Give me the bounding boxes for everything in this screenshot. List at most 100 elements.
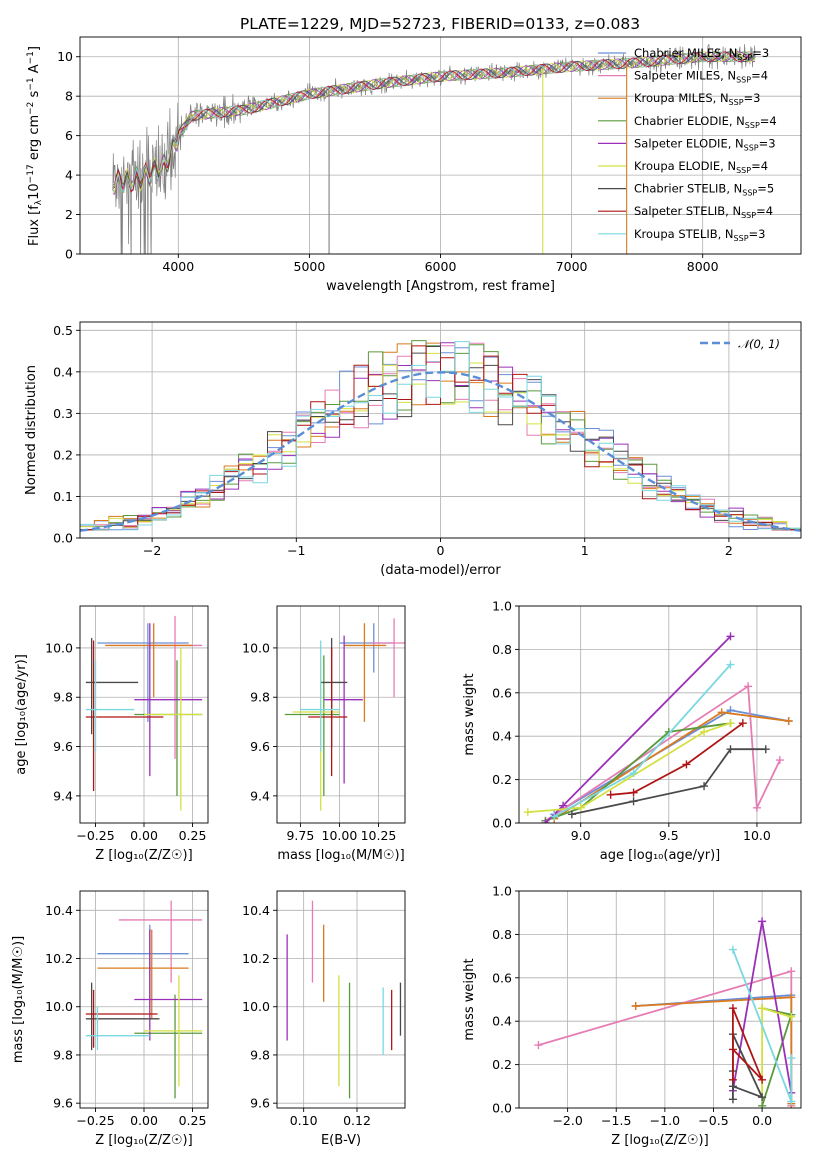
model-spectrum-line	[112, 51, 756, 195]
axes-frame	[518, 890, 802, 1109]
data-point-marker	[550, 812, 559, 821]
x-tick-label: 6000	[425, 259, 457, 274]
legend-count: =3	[752, 46, 769, 60]
y-axis-label-part: erg cm	[27, 115, 42, 164]
x-tick-label: 8000	[687, 259, 719, 274]
y-tick-label: 10.0	[242, 999, 270, 1014]
x-tick-label: −1	[287, 543, 305, 558]
series-line	[544, 684, 781, 822]
legend-subscript: SSP	[736, 166, 751, 175]
data-point-marker	[682, 760, 691, 769]
y-tick-label: 0.2	[492, 772, 512, 787]
y-tick-label: 0.8	[492, 927, 512, 942]
legend-subscript: SSP	[745, 121, 760, 130]
plot-area	[286, 900, 402, 1099]
y-tick-label: 0.2	[492, 1057, 512, 1072]
data-point-marker	[717, 708, 726, 717]
y-tick-label: 10	[57, 49, 73, 64]
x-axis-label: wavelength [Angstrom, rest frame]	[326, 279, 555, 294]
y-tick-label: 9.6	[53, 1096, 73, 1111]
legend-label: Chabrier MILES, NSSP=3	[634, 46, 769, 62]
y-tick-label: 9.8	[53, 690, 73, 705]
x-tick-label: 5000	[294, 259, 326, 274]
legend-count: =3	[749, 227, 766, 241]
x-tick-label: 10.25	[361, 828, 397, 843]
y-axis-label: Normed distribution	[24, 365, 39, 495]
y-tick-label: 0.0	[53, 531, 73, 546]
data-point-marker	[738, 719, 747, 728]
x-tick-label: 0.00	[130, 828, 158, 843]
data-point-marker	[728, 1095, 737, 1104]
data-point-marker	[606, 790, 615, 799]
y-tick-label: 1.0	[492, 884, 512, 899]
legend-label: Kroupa MILES, NSSP=3	[634, 91, 760, 107]
legend-count: =4	[751, 69, 768, 83]
y-axis-label-part: −1	[26, 77, 36, 90]
y-axis-label-part: ]	[27, 46, 42, 51]
data-point-marker	[787, 1097, 796, 1106]
x-tick-label: 0.25	[179, 828, 207, 843]
legend-text: Kroupa ELODIE, N	[634, 159, 736, 173]
panel-mass_vs_ebv: 0.10 0.12 9.6 9.8 10.0 10.2 10.4 E(B-V)	[242, 890, 406, 1148]
x-axis-label: Z [log₁₀(Z/Z☉)]	[95, 848, 192, 863]
x-axis-label: Z [log₁₀(Z/Z☉)]	[95, 1133, 192, 1148]
data-point-marker	[576, 803, 585, 812]
data-point-marker	[629, 797, 638, 806]
legend-count: =3	[759, 136, 776, 150]
y-tick-label: 9.4	[250, 788, 270, 803]
data-point-marker	[752, 803, 761, 812]
y-tick-label: 8	[65, 89, 73, 104]
legend-text: Salpeter MILES, N	[634, 69, 736, 83]
legend-text: Kroupa MILES, N	[634, 91, 729, 105]
data-point-marker	[728, 1004, 737, 1013]
legend-label: Salpeter MILES, NSSP=4	[634, 69, 768, 85]
y-axis-label: Flux [fλ10−17 erg cm−2 s−1 A−1]	[26, 46, 44, 246]
y-axis-label-part: λ	[34, 199, 44, 205]
legend-count: =4	[760, 114, 777, 128]
y-tick-label: 0.4	[53, 364, 73, 379]
series-line	[545, 722, 731, 822]
axes-frame	[79, 321, 802, 539]
y-tick-label: 1.0	[492, 599, 512, 614]
x-tick-label: −0.5	[698, 1113, 728, 1128]
y-tick-label: 10.0	[242, 640, 270, 655]
y-tick-label: 9.6	[250, 1096, 270, 1111]
x-tick-label: 0	[437, 543, 445, 558]
data-point-marker	[761, 745, 770, 754]
y-tick-label: 0.8	[492, 642, 512, 657]
axes-frame	[79, 36, 802, 255]
x-tick-label: −2	[143, 543, 161, 558]
y-tick-label: 10.4	[45, 903, 73, 918]
y-tick-label: 10.0	[45, 640, 73, 655]
data-point-marker	[726, 719, 735, 728]
x-tick-label: 10.00	[322, 828, 358, 843]
data-point-marker	[758, 1075, 767, 1084]
x-tick-label: 0.0	[752, 1113, 772, 1128]
x-tick-label: 0.00	[130, 1113, 158, 1128]
legend-text: Chabrier STELIB, N	[634, 182, 742, 196]
y-tick-label: 0.1	[53, 489, 73, 504]
legend-subscript: SSP	[742, 189, 757, 198]
data-point-marker	[700, 727, 709, 736]
y-tick-label: 0.3	[53, 406, 73, 421]
legend-text: Chabrier ELODIE, N	[634, 114, 745, 128]
legend-count: =3	[744, 91, 761, 105]
panel-residuals: −2 −1 0 1 2 0.0 0.1 0.2 0.3 0.4 0.5 (data-model)/er…	[24, 321, 802, 578]
panel-mass_vs_Z: −0.25 0.00 0.25 9.6 9.8 10.0 10.2 10.4 Z [log₁₀(…	[11, 890, 209, 1148]
axes-frame	[518, 605, 802, 824]
y-tick-label: 0.4	[492, 729, 512, 744]
x-tick-label: 9.5	[659, 828, 679, 843]
x-tick-label: 9.0	[571, 828, 591, 843]
y-tick-label: 9.6	[53, 739, 73, 754]
plot-area	[284, 618, 405, 811]
y-tick-label: 0	[65, 247, 73, 262]
legend-count: =4	[756, 204, 773, 218]
series-line	[610, 722, 744, 796]
x-axis-label: (data-model)/error	[380, 563, 501, 578]
panel-massweight_vs_Z: −2.0 −1.5 −1.0 −0.5 0.0 0.0 0.2 0.4 0.6 0.8 1.0 Z […	[462, 884, 802, 1148]
data-point-marker	[726, 745, 735, 754]
panel-massweight_vs_age: 9.0 9.5 10.0 0.0 0.2 0.4 0.6 0.8 1.0 age [log₁₀(a…	[462, 599, 802, 863]
data-point-marker	[728, 1075, 737, 1084]
data-point-marker	[784, 717, 793, 726]
